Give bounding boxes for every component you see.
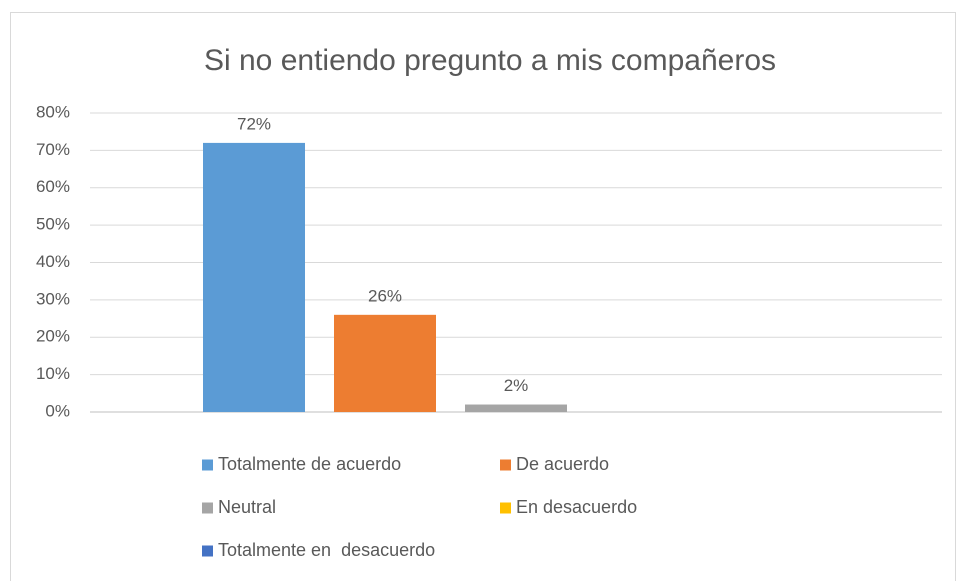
bar [465, 404, 567, 412]
bar [334, 314, 436, 412]
legend-label: Totalmente de acuerdo [218, 454, 401, 474]
legend-swatch [202, 459, 213, 471]
data-label: 72% [237, 114, 271, 133]
y-tick-label: 60% [36, 177, 70, 196]
legend-swatch [500, 502, 511, 514]
y-tick-label: 30% [36, 289, 70, 308]
legend-swatch [202, 502, 213, 514]
data-label: 2% [504, 376, 529, 395]
legend-label: De acuerdo [516, 454, 609, 474]
legend-swatch [500, 459, 511, 471]
y-tick-label: 80% [36, 102, 70, 121]
data-label: 26% [368, 286, 402, 305]
y-tick-label: 20% [36, 327, 70, 346]
y-tick-label: 0% [45, 401, 70, 420]
bar [203, 142, 305, 412]
y-tick-label: 70% [36, 140, 70, 159]
legend-label: En desacuerdo [516, 497, 637, 517]
chart-title: Si no entiendo pregunto a mis compañeros [204, 44, 776, 77]
legend-label: Totalmente en desacuerdo [218, 540, 435, 560]
y-tick-label: 50% [36, 215, 70, 234]
y-tick-label: 40% [36, 252, 70, 271]
chart-frame [10, 12, 956, 586]
legend-label: Neutral [218, 497, 276, 517]
y-tick-label: 10% [36, 364, 70, 383]
legend-swatch [202, 545, 213, 557]
